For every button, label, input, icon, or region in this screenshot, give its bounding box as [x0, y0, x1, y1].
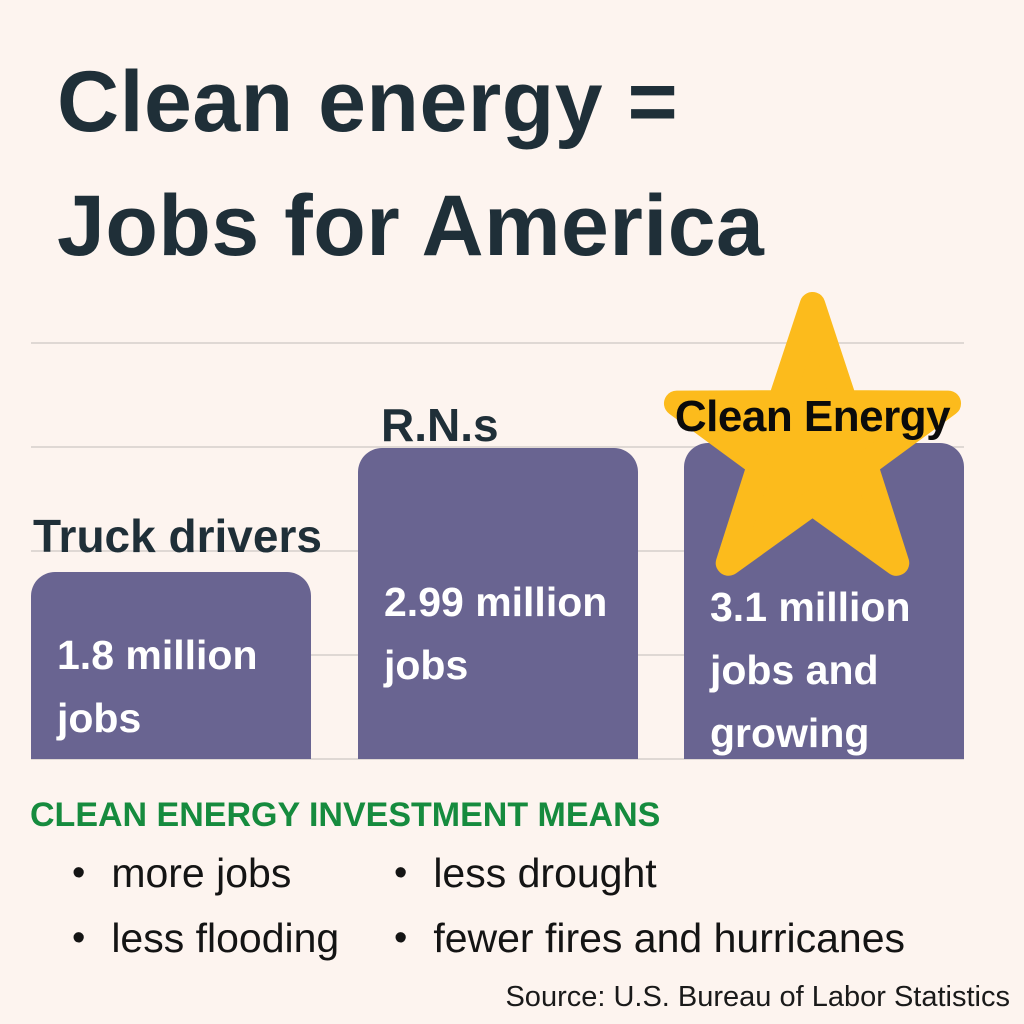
list-item: • fewer fires and hurricanes [394, 914, 905, 962]
bullet-icon: • [72, 852, 86, 894]
gridline-3m [31, 446, 964, 448]
list-item: • more jobs [72, 849, 291, 897]
source-attribution: Source: U.S. Bureau of Labor Statistics [505, 981, 1010, 1013]
bar-value-rns: 2.99 million jobs [384, 571, 628, 697]
bar-label-clean-energy: Clean Energy [674, 392, 951, 441]
bar-value-line: jobs [57, 695, 142, 741]
gridline-baseline [31, 758, 964, 760]
bar-label-rns: R.N.s [381, 399, 499, 451]
bar-value-line: 2.99 million [384, 579, 608, 625]
bullet-icon: • [72, 917, 86, 959]
bar-label-truck-drivers: Truck drivers [33, 510, 322, 562]
bar-truck-drivers: 1.8 million jobs [31, 572, 311, 759]
bullet-icon: • [394, 852, 408, 894]
bar-value-clean-energy: 3.1 million jobs and growing [710, 576, 954, 765]
bullet-text: fewer fires and hurricanes [433, 915, 906, 961]
list-item: • less drought [394, 849, 657, 897]
benefits-heading: CLEAN ENERGY INVESTMENT MEANS [30, 796, 661, 834]
bar-rns: 2.99 million jobs [358, 448, 638, 759]
bar-value-line: 1.8 million [57, 632, 258, 678]
list-item: • less flooding [72, 914, 339, 962]
bullet-text: more jobs [111, 850, 292, 896]
bar-value-truck-drivers: 1.8 million jobs [57, 624, 301, 750]
bar-value-line: jobs [384, 642, 469, 688]
bar-value-line: jobs and [710, 647, 879, 693]
bullet-text: less drought [433, 850, 657, 896]
bullet-icon: • [394, 917, 408, 959]
page-title-line2: Jobs for America [57, 178, 765, 274]
gridline-4m [31, 342, 964, 344]
bar-value-line: growing [710, 710, 870, 756]
page-title: Clean energy = Jobs for America [57, 40, 764, 288]
star-icon [663, 291, 962, 576]
bar-value-line: 3.1 million [710, 584, 911, 630]
page-title-line1: Clean energy = [57, 54, 679, 150]
bullet-text: less flooding [111, 915, 340, 961]
